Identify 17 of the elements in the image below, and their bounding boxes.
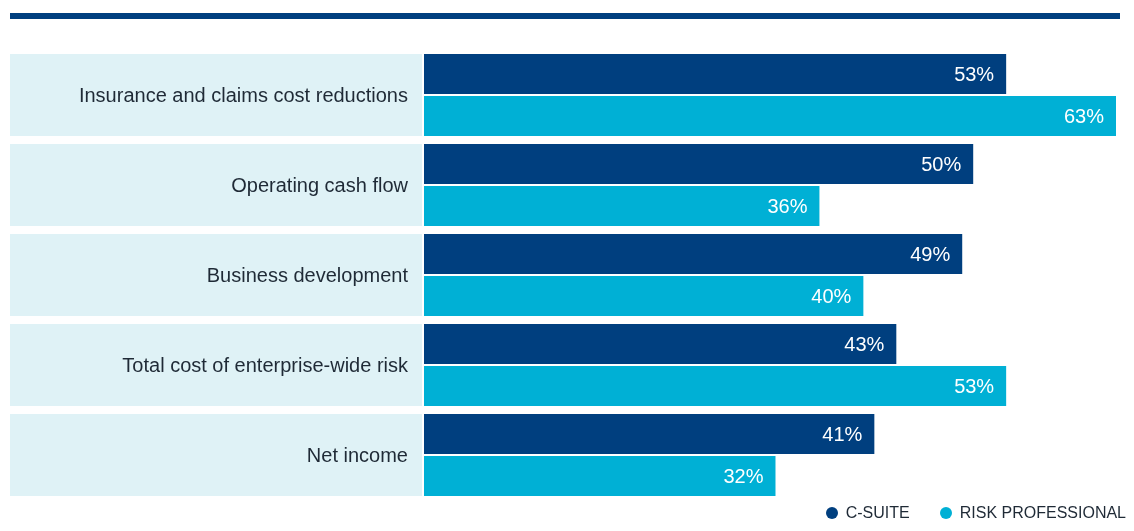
data-label: 40%: [811, 285, 852, 307]
legend-label: RISK PROFESSIONAL: [959, 504, 1126, 522]
data-label: 63%: [1063, 105, 1105, 127]
y-tick-label: Insurance and claims cost reductions: [78, 84, 408, 106]
data-label: 41%: [822, 423, 863, 445]
y-tick-label: Net income: [306, 444, 408, 466]
data-label: 32%: [723, 465, 764, 487]
data-label: 49%: [910, 243, 951, 265]
legend-label: C-SUITE: [845, 504, 910, 522]
y-tick-label: Business development: [206, 264, 409, 286]
data-label: 36%: [767, 195, 808, 217]
y-tick-label: Total cost of enterprise-wide risk: [122, 354, 409, 376]
data-label: 43%: [844, 333, 885, 355]
y-tick-label: Operating cash flow: [231, 174, 409, 196]
data-label: 50%: [921, 153, 962, 175]
data-label: 53%: [954, 375, 995, 397]
data-label: 53%: [954, 63, 995, 85]
